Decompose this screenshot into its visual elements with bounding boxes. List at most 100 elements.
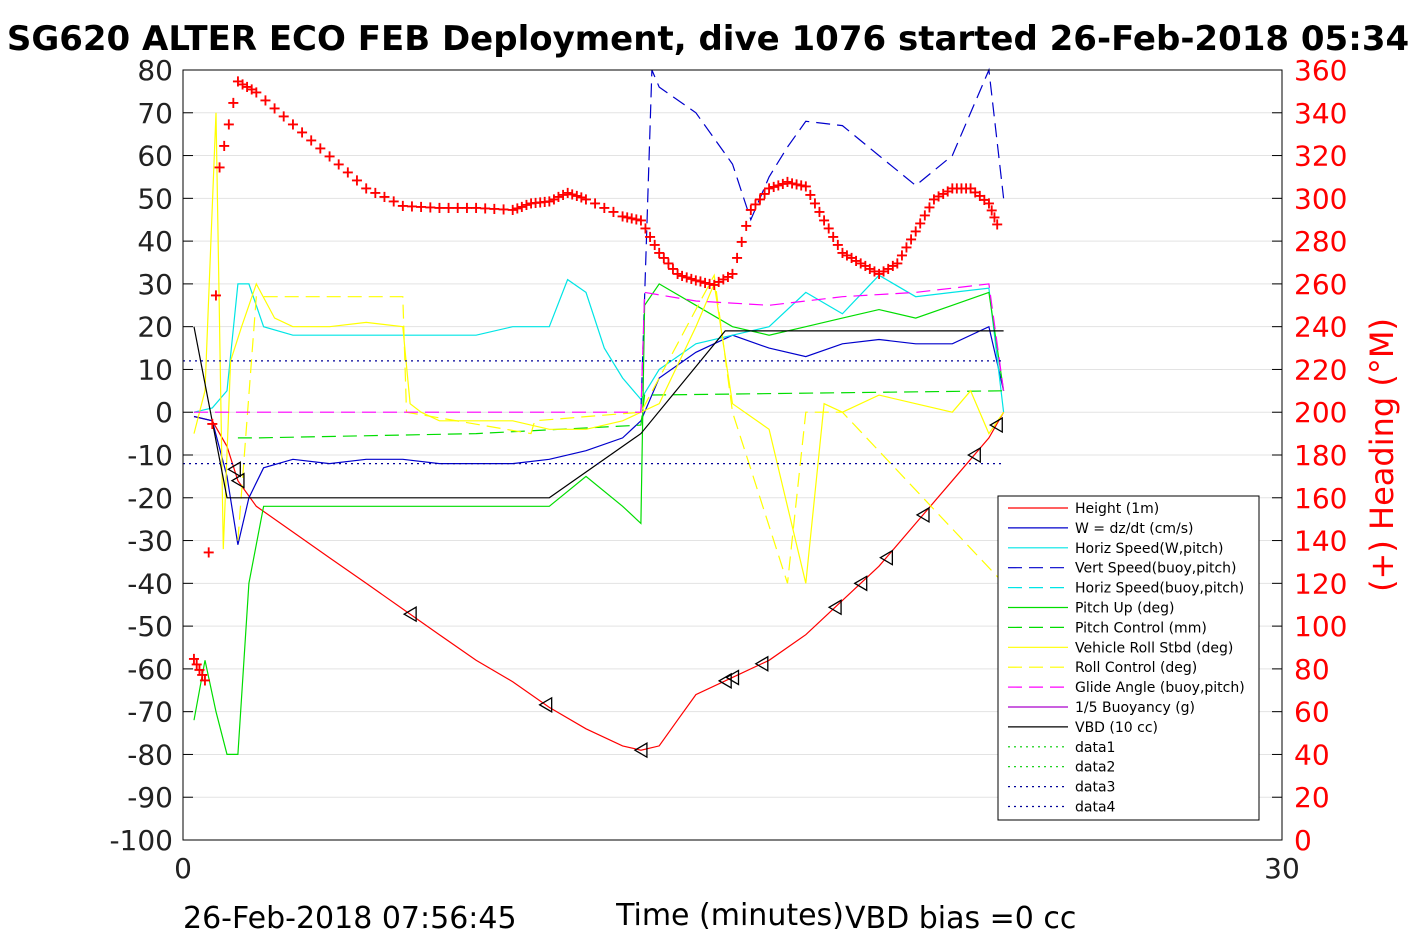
heading-point: +	[982, 194, 995, 213]
left-axis: 80 70 60 50 40 30 20 10 0 -10 -20 -30 -40 -50 -60 -70 -8…	[109, 54, 193, 857]
triangle-marker	[538, 696, 553, 713]
triangle-marker	[633, 742, 648, 759]
heading-point: +	[213, 157, 226, 176]
heading-point: +	[762, 179, 775, 198]
heading-point: +	[726, 264, 739, 283]
heading-point: +	[433, 198, 446, 217]
heading-point: +	[196, 665, 209, 684]
heading-point: +	[240, 77, 253, 96]
triangle-marker	[402, 606, 417, 623]
heading-point: +	[202, 542, 215, 561]
heading-point: +	[511, 198, 524, 217]
heading-point: +	[193, 660, 206, 679]
heading-point: +	[877, 262, 890, 281]
right-tick-label: 220	[1294, 353, 1347, 386]
heading-point: +	[794, 175, 807, 194]
heading-point: +	[808, 194, 821, 213]
heading-point: +	[868, 262, 881, 281]
heading-point: +	[717, 270, 730, 289]
legend-label: Pitch Control (mm)	[1075, 620, 1207, 636]
triangle-marker	[853, 575, 868, 592]
heading-point: +	[620, 208, 633, 227]
heading-point: +	[840, 245, 853, 264]
heading-point: +	[648, 235, 661, 254]
right-tick-label: 340	[1294, 97, 1347, 130]
heading-point: +	[685, 269, 698, 288]
heading-point: +	[836, 243, 849, 262]
heading-point: +	[785, 173, 798, 192]
left-tick-label: 60	[137, 140, 173, 173]
heading-point: +	[341, 163, 354, 182]
heading-point: +	[662, 254, 675, 273]
left-tick-label: -50	[127, 610, 173, 643]
heading-point: +	[653, 243, 666, 262]
heading-point: +	[277, 106, 290, 125]
heading-point: +	[721, 267, 734, 286]
legend-box	[997, 495, 1260, 821]
heading-point: +	[758, 184, 771, 203]
x-axis-label: Time (minutes)	[615, 898, 844, 933]
legend-label: 1/5 Buoyancy (g)	[1075, 700, 1195, 716]
legend: Height (1m) W = dz/dt (cm/s) Horiz Speed(W…	[997, 495, 1260, 821]
heading-point: +	[424, 197, 437, 216]
heading-point: +	[988, 208, 1001, 227]
heading-point: +	[579, 189, 592, 208]
heading-point: +	[909, 221, 922, 240]
heading-point: +	[630, 210, 643, 229]
heading-point: +	[891, 254, 904, 273]
right-tick-label: 240	[1294, 311, 1347, 344]
heading-point: +	[405, 196, 418, 215]
left-tick-label: -90	[127, 781, 173, 814]
legend-label: Horiz Speed(W,pitch)	[1075, 541, 1223, 557]
heading-point: +	[520, 195, 533, 214]
triangle-marker	[226, 461, 241, 478]
left-tick-label: 10	[137, 353, 173, 386]
heading-point: +	[387, 191, 400, 210]
heading-point: +	[547, 189, 560, 208]
heading-point: +	[488, 199, 501, 218]
legend-label: data3	[1075, 780, 1115, 796]
heading-point: +	[497, 199, 510, 218]
right-tick-label: 0	[1294, 824, 1312, 857]
triangle-marker	[879, 549, 894, 566]
right-tick-label: 260	[1294, 268, 1347, 301]
heading-point: +	[735, 232, 748, 251]
heading-point: +	[790, 174, 803, 193]
heading-point: +	[804, 185, 817, 204]
heading-point: +	[359, 179, 372, 198]
heading-point: +	[744, 200, 757, 219]
heading-point: +	[598, 198, 611, 217]
legend-label: Horiz Speed(buoy,pitch)	[1075, 581, 1244, 597]
legend-label: data1	[1075, 740, 1115, 756]
heading-point: +	[955, 179, 968, 198]
heading-point: +	[607, 202, 620, 221]
left-tick-label: -80	[127, 738, 173, 771]
heading-point: +	[927, 189, 940, 208]
series-line-vert-speed-buoy-pitch-	[640, 67, 1005, 413]
heading-point: +	[634, 211, 647, 230]
heading-point: +	[968, 182, 981, 201]
heading-point: +	[469, 198, 482, 217]
heading-point: +	[479, 198, 492, 217]
heading-point: +	[552, 187, 565, 206]
legend-label: Vert Speed(buoy,pitch)	[1075, 561, 1237, 577]
right-tick-label: 300	[1294, 182, 1347, 215]
series-line-height-1m-	[193, 411, 1005, 751]
triangle-marker	[725, 669, 740, 686]
heading-point: +	[881, 259, 894, 278]
heading-point: +	[990, 214, 1003, 233]
heading-point: +	[350, 171, 363, 190]
left-tick-label: 80	[137, 54, 173, 87]
legend-label: Glide Angle (buoy,pitch)	[1075, 680, 1245, 696]
heading-point: +	[680, 267, 693, 286]
heading-point: +	[639, 219, 652, 238]
heading-point: +	[187, 649, 200, 668]
heading-point: +	[209, 286, 222, 305]
triangle-marker	[915, 506, 930, 524]
heading-point: +	[524, 194, 537, 213]
left-tick-label: -60	[127, 653, 173, 686]
heading-point: +	[932, 187, 945, 206]
heading-point: +	[959, 179, 972, 198]
triangle-marker	[966, 446, 981, 464]
